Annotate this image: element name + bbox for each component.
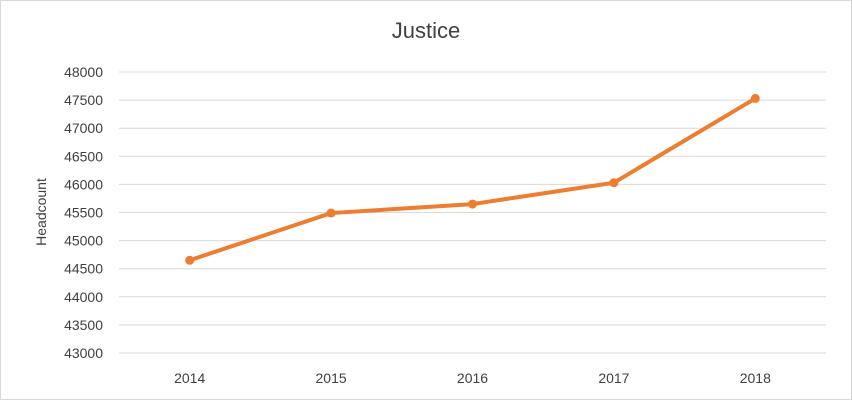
y-tick-label: 44000 <box>64 289 103 305</box>
x-tick-label: 2014 <box>174 370 205 386</box>
y-tick-label: 45000 <box>64 233 103 249</box>
y-tick-label: 43500 <box>64 317 103 333</box>
y-tick-label: 43000 <box>64 345 103 361</box>
y-tick-label: 46500 <box>64 148 103 164</box>
data-point-2017 <box>609 178 619 188</box>
data-point-2018 <box>750 93 760 103</box>
x-tick-label: 2015 <box>316 370 347 386</box>
y-tick-label: 46000 <box>64 176 103 192</box>
y-tick-label: 44500 <box>64 261 103 277</box>
y-tick-labels: 43000 43500 44000 44500 45000 45500 46000 46500… <box>64 64 103 361</box>
x-tick-label: 2018 <box>740 370 771 386</box>
data-point-2014 <box>185 255 195 265</box>
series-line <box>187 96 758 263</box>
x-tick-label: 2016 <box>457 370 488 386</box>
y-tick-label: 45500 <box>64 205 103 221</box>
y-tick-label: 48000 <box>64 64 103 80</box>
data-point-2015 <box>326 208 336 218</box>
y-tick-label: 47500 <box>64 92 103 108</box>
y-tick-label: 47000 <box>64 120 103 136</box>
chart-title: Justice <box>391 18 461 43</box>
gridlines <box>119 71 826 354</box>
x-tick-labels: 2014 2015 2016 2017 2018 <box>174 370 771 386</box>
x-tick-label: 2017 <box>598 370 629 386</box>
series-layer <box>185 93 760 265</box>
data-point-2016 <box>468 199 477 209</box>
